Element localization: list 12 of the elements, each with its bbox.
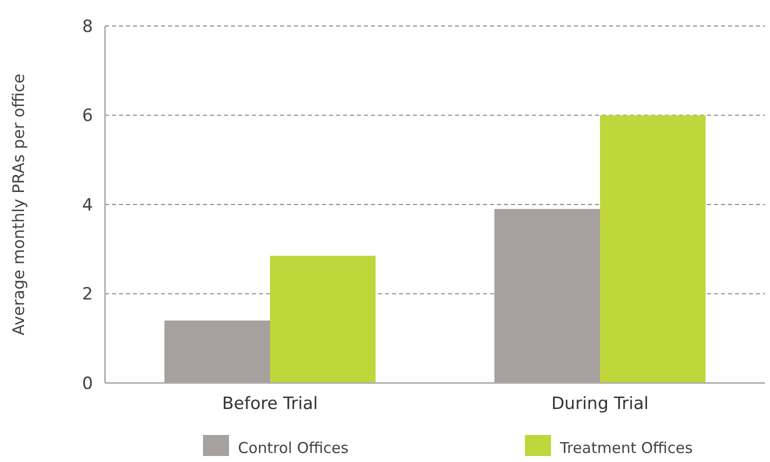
legend-label: Control Offices <box>238 439 349 457</box>
bar <box>600 115 706 383</box>
y-axis-title: Average monthly PRAs per office <box>9 74 28 336</box>
x-tick-label: Before Trial <box>222 394 318 414</box>
x-tick-label: During Trial <box>551 394 649 414</box>
y-tick-label: 6 <box>82 106 93 126</box>
y-tick-label: 2 <box>82 284 93 305</box>
y-tick-label: 8 <box>82 16 93 37</box>
y-tick-label: 4 <box>82 195 93 216</box>
y-tick-label: 0 <box>82 374 93 394</box>
legend-label: Treatment Offices <box>559 439 693 457</box>
bar <box>270 256 376 383</box>
